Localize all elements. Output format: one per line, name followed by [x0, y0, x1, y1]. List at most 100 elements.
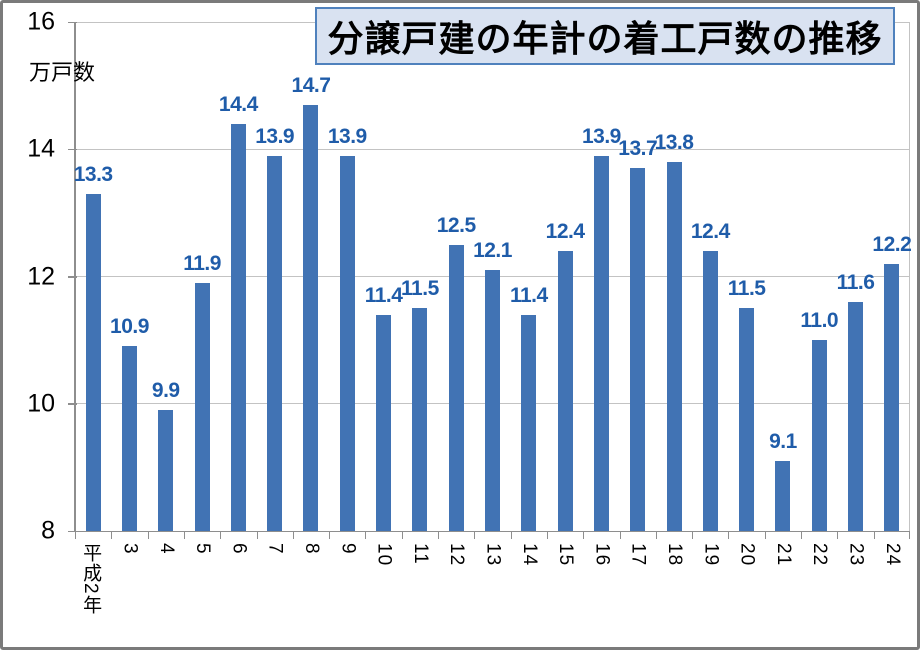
- bar-value-label: 11.9: [183, 251, 221, 275]
- bar: [339, 155, 355, 531]
- x-axis-label: 15: [555, 543, 577, 567]
- x-axis-tick: [510, 531, 512, 539]
- x-axis-label: 21: [772, 543, 794, 567]
- y-gridline: [75, 148, 910, 150]
- x-axis-label: 3: [119, 543, 141, 555]
- x-axis-label: 23: [845, 543, 867, 567]
- x-axis-tick: [329, 531, 331, 539]
- x-axis-label: 17: [627, 543, 649, 567]
- bar-value-label: 13.9: [327, 124, 367, 148]
- chart-title: 分譲戸建の年計の着工戸数の推移: [327, 18, 883, 59]
- bar: [811, 340, 827, 531]
- bar-value-label: 9.1: [769, 430, 797, 453]
- x-axis-tick: [837, 531, 839, 539]
- x-axis-tick: [474, 531, 476, 539]
- x-axis-label: 5: [192, 543, 214, 555]
- x-axis-label: 20: [736, 543, 758, 567]
- bar-value-label: 14.4: [218, 92, 258, 116]
- bar-value-label: 13.3: [73, 162, 113, 186]
- x-axis-label: 19: [700, 543, 722, 567]
- bar: [303, 104, 319, 531]
- bar: [412, 308, 428, 531]
- bar-value-label: 9.9: [151, 379, 180, 403]
- bar: [557, 251, 573, 531]
- x-axis-label: 7: [264, 543, 286, 555]
- y-axis-tick: [68, 276, 77, 278]
- bar: [194, 282, 210, 531]
- bar: [884, 263, 900, 531]
- bar-value-label: 11.4: [509, 283, 548, 307]
- bar: [775, 461, 791, 531]
- bar-value-label: 11.4: [364, 283, 403, 307]
- x-axis-tick: [292, 531, 294, 539]
- y-axis-tick: [68, 21, 77, 23]
- x-axis-tick: [220, 531, 222, 539]
- y-axis-label: 12: [27, 262, 55, 290]
- bar: [158, 410, 174, 531]
- x-axis-tick: [546, 531, 548, 539]
- bar-value-label: 11.5: [401, 277, 439, 301]
- x-axis-label: 11: [409, 543, 431, 565]
- x-axis-tick: [692, 531, 694, 539]
- x-axis-tick: [801, 531, 803, 539]
- x-axis-tick: [764, 531, 766, 539]
- bar-value-label: 12.1: [473, 239, 512, 263]
- x-axis-tick: [183, 531, 185, 539]
- bar-value-label: 12.4: [545, 220, 585, 244]
- x-axis-tick: [873, 531, 875, 539]
- bar: [85, 193, 101, 531]
- x-axis-label: 24: [881, 543, 903, 567]
- bar-value-label: 12.4: [690, 220, 730, 244]
- y-axis-label: 10: [27, 389, 55, 418]
- bar-value-label: 12.5: [436, 213, 476, 237]
- bar: [593, 155, 609, 531]
- x-axis-tick: [619, 531, 621, 539]
- x-axis-tick: [401, 531, 403, 539]
- bar-value-label: 13.9: [255, 124, 295, 148]
- x-axis-tick: [655, 531, 657, 539]
- bar: [121, 346, 137, 531]
- bar-value-label: 11.5: [727, 277, 766, 301]
- y-axis-label: 8: [41, 516, 55, 545]
- bar: [376, 314, 392, 531]
- x-axis-tick: [728, 531, 730, 539]
- x-axis-label: 6: [228, 543, 250, 555]
- x-axis-label: 10: [373, 543, 395, 567]
- x-axis-label: 9: [337, 543, 359, 555]
- bar-value-label: 13.7: [618, 137, 658, 161]
- bar: [521, 314, 537, 531]
- bar: [739, 308, 755, 531]
- x-axis-label: 平成2年: [80, 543, 102, 615]
- bar-value-label: 13.9: [581, 124, 621, 148]
- x-axis-label: 22: [809, 543, 831, 567]
- x-axis-label: 18: [664, 543, 686, 567]
- x-axis-label: 12: [446, 543, 468, 567]
- x-axis-tick: [365, 531, 367, 539]
- y-axis-label: 16: [27, 7, 55, 36]
- x-axis-label: 14: [518, 543, 540, 567]
- x-axis-label: 4: [155, 543, 177, 555]
- x-axis-tick: [583, 531, 585, 539]
- bar-value-label: 13.8: [654, 130, 694, 154]
- plot-area: 13.3 10.9 9.9 11.9 14.4 13.9 14.7 13.9 11.4 11.5 1…: [74, 21, 912, 539]
- chart-title-box: 分譲戸建の年計の着工戸数の推移: [315, 7, 895, 65]
- bar: [267, 155, 283, 531]
- x-axis-line: [75, 530, 910, 532]
- y-axis-tick: [68, 403, 77, 405]
- y-axis-tick: [68, 148, 77, 151]
- x-axis-tick: [75, 531, 76, 539]
- bar: [630, 168, 646, 531]
- y-axis-unit-label: 万戸数: [29, 60, 96, 85]
- x-axis-tick: [909, 531, 910, 539]
- bar-value-label: 12.2: [872, 232, 912, 256]
- bar: [485, 270, 500, 531]
- bar-value-label: 14.7: [291, 73, 331, 97]
- y-axis-tick: [68, 530, 77, 532]
- bar-value-label: 11.0: [800, 309, 839, 333]
- y-axis-label: 14: [27, 134, 55, 163]
- x-axis-tick: [256, 531, 258, 539]
- x-axis-tick: [111, 531, 113, 539]
- x-axis-label: 8: [300, 543, 322, 555]
- x-axis-label: 13: [482, 543, 504, 567]
